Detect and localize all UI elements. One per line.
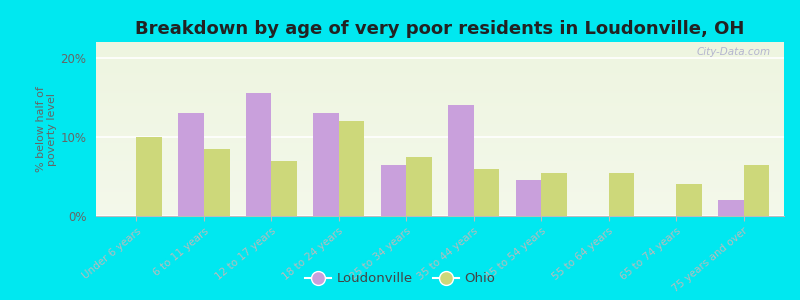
Bar xyxy=(204,149,230,216)
Bar xyxy=(541,172,567,216)
Bar xyxy=(448,105,474,216)
Bar xyxy=(718,200,743,216)
Bar xyxy=(406,157,432,216)
Text: City-Data.com: City-Data.com xyxy=(696,47,770,57)
Legend: Loudonville, Ohio: Loudonville, Ohio xyxy=(300,267,500,290)
Bar xyxy=(609,172,634,216)
Bar xyxy=(313,113,339,216)
Y-axis label: % below half of
poverty level: % below half of poverty level xyxy=(36,86,58,172)
Title: Breakdown by age of very poor residents in Loudonville, OH: Breakdown by age of very poor residents … xyxy=(135,20,745,38)
Bar xyxy=(271,160,297,216)
Bar xyxy=(515,180,541,216)
Bar xyxy=(339,121,365,216)
Bar xyxy=(137,137,162,216)
Bar xyxy=(246,93,271,216)
Bar xyxy=(381,165,406,216)
Bar xyxy=(178,113,204,216)
Bar xyxy=(474,169,499,216)
Bar xyxy=(676,184,702,216)
Bar xyxy=(743,165,769,216)
